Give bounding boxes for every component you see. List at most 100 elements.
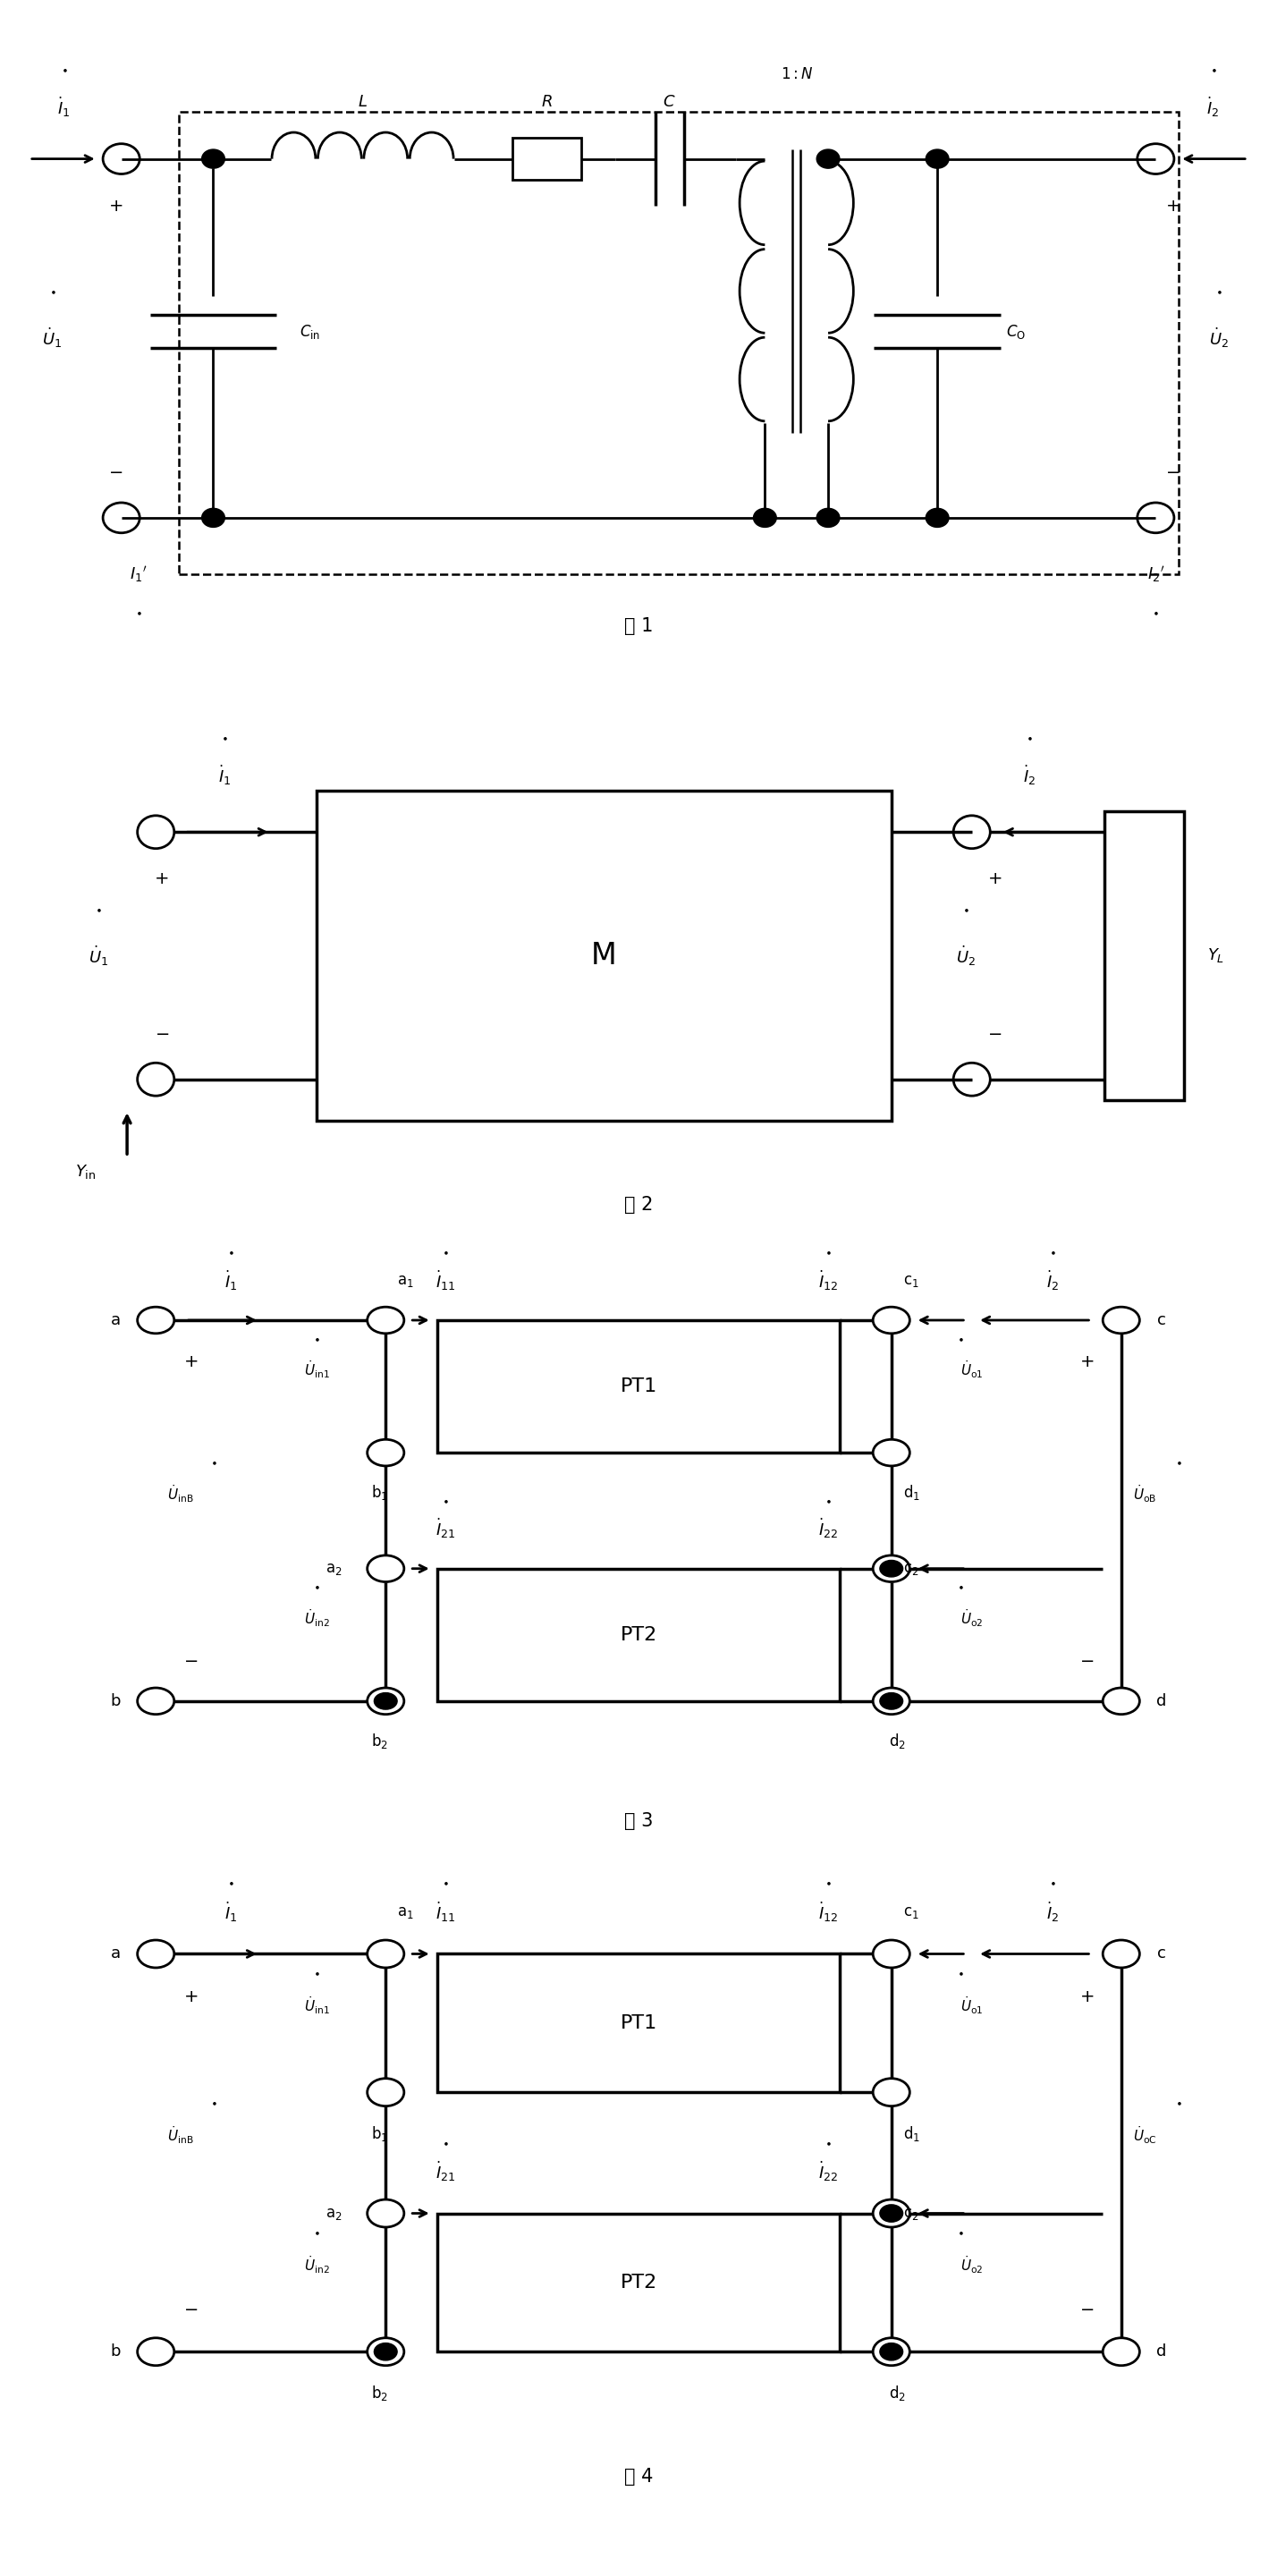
Text: $\bullet$: $\bullet$: [227, 1878, 234, 1888]
Text: $\dot{U}_{\rm in1}$: $\dot{U}_{\rm in1}$: [304, 1996, 329, 2017]
Text: $\dot{I}_1$: $\dot{I}_1$: [223, 1270, 238, 1293]
Circle shape: [926, 149, 949, 167]
Text: $\dot{U}_{\rm o2}$: $\dot{U}_{\rm o2}$: [960, 2254, 983, 2275]
Circle shape: [880, 2344, 903, 2360]
Text: $\dot{U}_{\rm inB}$: $\dot{U}_{\rm inB}$: [167, 2125, 194, 2146]
Text: $\dot{U}_{\rm o2}$: $\dot{U}_{\rm o2}$: [960, 1607, 983, 1628]
Text: $\bullet$: $\bullet$: [1216, 286, 1222, 296]
Text: $\dot{I}_2$: $\dot{I}_2$: [1207, 95, 1220, 118]
Text: $\bullet$: $\bullet$: [313, 1968, 321, 1978]
Text: $\bullet$: $\bullet$: [825, 1878, 831, 1888]
Text: d$_2$: d$_2$: [889, 2383, 905, 2403]
Circle shape: [880, 1561, 903, 1577]
Text: PT1: PT1: [621, 2014, 656, 2032]
Text: $+$: $+$: [1166, 198, 1180, 214]
Text: d: d: [1157, 1692, 1166, 1708]
Bar: [437, 1319, 840, 1453]
Text: 图 2: 图 2: [624, 1195, 653, 1213]
Text: $-$: $-$: [1079, 2300, 1094, 2316]
Text: $\bullet$: $\bullet$: [227, 1247, 234, 1257]
Circle shape: [880, 1692, 903, 1710]
Text: $\bullet$: $\bullet$: [313, 2226, 321, 2239]
Circle shape: [926, 507, 949, 528]
Text: $-$: $-$: [183, 1651, 198, 1669]
Text: a: a: [111, 1311, 120, 1329]
Text: PT2: PT2: [621, 2275, 656, 2293]
Text: $\bullet$: $\bullet$: [825, 1494, 831, 1507]
Text: $+$: $+$: [155, 871, 169, 886]
Text: $+$: $+$: [183, 1989, 198, 2007]
Text: $-$: $-$: [1079, 1651, 1094, 1669]
Text: $\dot{I}_2$: $\dot{I}_2$: [1023, 762, 1036, 788]
Text: $\dot{U}_1$: $\dot{U}_1$: [42, 327, 63, 350]
Text: $-$: $-$: [987, 1025, 1002, 1041]
Text: $+$: $+$: [183, 1352, 198, 1370]
Text: $L$: $L$: [358, 95, 368, 111]
Text: $\dot{I}_{22}$: $\dot{I}_{22}$: [819, 2161, 838, 2184]
Text: $+$: $+$: [987, 871, 1002, 886]
Text: $\dot{U}_{\rm o1}$: $\dot{U}_{\rm o1}$: [960, 1996, 983, 2017]
Text: $\dot{I}_{22}$: $\dot{I}_{22}$: [819, 1517, 838, 1540]
Text: d$_1$: d$_1$: [903, 1484, 919, 1502]
Text: b$_2$: b$_2$: [372, 1731, 388, 1749]
Text: a$_1$: a$_1$: [397, 1904, 414, 1922]
Text: $\bullet$: $\bullet$: [94, 904, 102, 914]
Circle shape: [374, 2344, 397, 2360]
Text: $\bullet$: $\bullet$: [956, 2226, 964, 2239]
Circle shape: [374, 1692, 397, 1710]
Text: $R$: $R$: [541, 95, 552, 111]
Text: $\bullet$: $\bullet$: [49, 286, 56, 296]
Text: c: c: [1157, 1945, 1166, 1963]
Text: $\bullet$: $\bullet$: [1175, 2097, 1183, 2107]
Text: $\bullet$: $\bullet$: [442, 1494, 450, 1507]
Text: $Y_L$: $Y_L$: [1208, 948, 1225, 963]
Text: $\bullet$: $\bullet$: [956, 1582, 964, 1592]
Text: $\bullet$: $\bullet$: [956, 1968, 964, 1978]
Circle shape: [817, 507, 840, 528]
Text: 图 4: 图 4: [624, 2468, 653, 2486]
Bar: [317, 791, 891, 1121]
Circle shape: [753, 507, 776, 528]
Circle shape: [880, 2205, 903, 2223]
Text: $1:N$: $1:N$: [780, 67, 813, 82]
Text: $\dot{I}_2$: $\dot{I}_2$: [1046, 1901, 1059, 1924]
Text: $\dot{I}_{21}$: $\dot{I}_{21}$: [435, 1517, 456, 1540]
Text: 图 3: 图 3: [624, 1811, 653, 1829]
Text: $-$: $-$: [1166, 461, 1180, 479]
Text: $\dot{I}_{12}$: $\dot{I}_{12}$: [819, 1901, 838, 1924]
Text: $\bullet$: $\bullet$: [209, 1458, 217, 1468]
Text: $\dot{U}_{\rm o1}$: $\dot{U}_{\rm o1}$: [960, 1360, 983, 1381]
Text: $-$: $-$: [109, 461, 123, 479]
Text: $\dot{I}_{12}$: $\dot{I}_{12}$: [819, 1270, 838, 1293]
Text: a$_1$: a$_1$: [397, 1273, 414, 1288]
Text: d: d: [1157, 2344, 1166, 2360]
Text: $\dot{I}_{11}$: $\dot{I}_{11}$: [435, 1901, 456, 1924]
Text: a$_2$: a$_2$: [326, 1561, 342, 1577]
Text: $\bullet$: $\bullet$: [313, 1332, 321, 1345]
Text: $C_{\rm in}$: $C_{\rm in}$: [299, 322, 321, 340]
Text: a$_2$: a$_2$: [326, 2205, 342, 2221]
Circle shape: [817, 149, 840, 167]
Text: $\bullet$: $\bullet$: [1025, 732, 1033, 742]
Text: $+$: $+$: [1079, 1989, 1094, 2007]
Text: $\bullet$: $\bullet$: [313, 1582, 321, 1592]
Text: $\bullet$: $\bullet$: [442, 1247, 450, 1257]
Text: $\dot{U}_2$: $\dot{U}_2$: [956, 943, 976, 969]
Text: $C_{\rm O}$: $C_{\rm O}$: [1006, 322, 1025, 340]
Circle shape: [202, 149, 225, 167]
Text: $\dot{I}_{11}$: $\dot{I}_{11}$: [435, 1270, 456, 1293]
Text: $\bullet$: $\bullet$: [963, 904, 969, 914]
Text: $\bullet$: $\bullet$: [1048, 1247, 1056, 1257]
Text: $\bullet$: $\bullet$: [209, 2097, 217, 2107]
Text: $\bullet$: $\bullet$: [221, 732, 229, 742]
Bar: [437, 1953, 840, 2092]
Text: M: M: [591, 940, 617, 971]
Text: c: c: [1157, 1311, 1166, 1329]
Text: PT2: PT2: [621, 1625, 656, 1643]
Text: $\bullet$: $\bullet$: [442, 1878, 450, 1888]
Text: $\dot{U}_{\rm inB}$: $\dot{U}_{\rm inB}$: [167, 1484, 194, 1504]
Bar: [179, 111, 1179, 574]
Text: c$_1$: c$_1$: [903, 1273, 918, 1288]
Bar: [1105, 811, 1185, 1100]
Bar: [437, 2213, 840, 2352]
